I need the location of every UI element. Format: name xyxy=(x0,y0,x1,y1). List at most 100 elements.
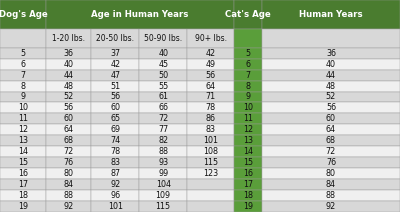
Bar xyxy=(0,29,46,48)
Text: 10: 10 xyxy=(243,103,253,112)
Text: 55: 55 xyxy=(158,82,168,91)
Text: 83: 83 xyxy=(110,158,120,167)
Bar xyxy=(0,59,46,70)
Bar xyxy=(187,201,234,212)
Bar xyxy=(46,0,234,29)
Text: 7: 7 xyxy=(20,71,26,80)
Bar xyxy=(91,146,139,157)
Bar xyxy=(139,92,187,102)
Bar xyxy=(262,70,400,81)
Bar xyxy=(139,168,187,179)
Bar xyxy=(234,70,262,81)
Text: 104: 104 xyxy=(156,180,171,189)
Text: Human Years: Human Years xyxy=(299,10,363,19)
Text: 16: 16 xyxy=(18,169,28,178)
Bar xyxy=(139,70,187,81)
Bar xyxy=(0,48,46,59)
Text: 42: 42 xyxy=(206,49,216,58)
Bar xyxy=(139,179,187,190)
Text: 11: 11 xyxy=(243,114,253,123)
Text: 101: 101 xyxy=(203,136,218,145)
Bar xyxy=(187,92,234,102)
Text: 12: 12 xyxy=(243,125,253,134)
Text: 69: 69 xyxy=(110,125,120,134)
Bar xyxy=(234,81,262,92)
Text: 78: 78 xyxy=(110,147,120,156)
Bar xyxy=(187,81,234,92)
Bar xyxy=(234,190,262,201)
Text: 9: 9 xyxy=(20,92,26,102)
Bar xyxy=(187,102,234,113)
Text: 56: 56 xyxy=(110,92,120,102)
Bar xyxy=(262,168,400,179)
Bar xyxy=(234,113,262,124)
Bar xyxy=(46,102,91,113)
Bar xyxy=(234,179,262,190)
Bar xyxy=(0,201,46,212)
Text: 8: 8 xyxy=(246,82,250,91)
Text: 60: 60 xyxy=(326,114,336,123)
Bar xyxy=(46,168,91,179)
Text: 42: 42 xyxy=(110,60,120,69)
Text: 45: 45 xyxy=(158,60,168,69)
Text: 56: 56 xyxy=(206,71,216,80)
Bar xyxy=(187,124,234,135)
Text: 12: 12 xyxy=(18,125,28,134)
Text: 10: 10 xyxy=(18,103,28,112)
Text: 20-50 lbs.: 20-50 lbs. xyxy=(96,34,134,43)
Text: 14: 14 xyxy=(18,147,28,156)
Text: 7: 7 xyxy=(246,71,250,80)
Text: 87: 87 xyxy=(110,169,120,178)
Text: 86: 86 xyxy=(206,114,216,123)
Text: 17: 17 xyxy=(243,180,253,189)
Bar xyxy=(0,113,46,124)
Bar xyxy=(0,102,46,113)
Text: 13: 13 xyxy=(18,136,28,145)
Text: 92: 92 xyxy=(326,202,336,211)
Text: 36: 36 xyxy=(64,49,74,58)
Bar xyxy=(234,29,262,48)
Bar xyxy=(262,29,400,48)
Bar xyxy=(234,59,262,70)
Bar xyxy=(262,179,400,190)
Bar xyxy=(91,201,139,212)
Text: 44: 44 xyxy=(326,71,336,80)
Text: 108: 108 xyxy=(203,147,218,156)
Text: 5: 5 xyxy=(20,49,26,58)
Bar xyxy=(91,48,139,59)
Bar xyxy=(0,190,46,201)
Text: 15: 15 xyxy=(243,158,253,167)
Bar xyxy=(46,113,91,124)
Text: 56: 56 xyxy=(326,103,336,112)
Bar xyxy=(187,70,234,81)
Text: 40: 40 xyxy=(64,60,74,69)
Text: 76: 76 xyxy=(64,158,74,167)
Text: 37: 37 xyxy=(110,49,120,58)
Text: 56: 56 xyxy=(64,103,74,112)
Bar xyxy=(187,113,234,124)
Bar xyxy=(0,135,46,146)
Bar xyxy=(187,157,234,168)
Text: 51: 51 xyxy=(110,82,120,91)
Bar xyxy=(46,48,91,59)
Bar xyxy=(262,190,400,201)
Text: 61: 61 xyxy=(158,92,168,102)
Bar xyxy=(0,0,46,29)
Bar xyxy=(91,59,139,70)
Text: Cat's Age: Cat's Age xyxy=(225,10,271,19)
Bar xyxy=(91,70,139,81)
Text: 15: 15 xyxy=(18,158,28,167)
Bar xyxy=(139,81,187,92)
Bar xyxy=(46,59,91,70)
Bar xyxy=(0,157,46,168)
Text: 50-90 lbs.: 50-90 lbs. xyxy=(144,34,182,43)
Text: 18: 18 xyxy=(18,191,28,200)
Text: 96: 96 xyxy=(110,191,120,200)
Bar xyxy=(139,146,187,157)
Bar xyxy=(0,70,46,81)
Text: 80: 80 xyxy=(64,169,74,178)
Bar xyxy=(91,29,139,48)
Text: 64: 64 xyxy=(64,125,74,134)
Bar xyxy=(0,124,46,135)
Text: 92: 92 xyxy=(110,180,120,189)
